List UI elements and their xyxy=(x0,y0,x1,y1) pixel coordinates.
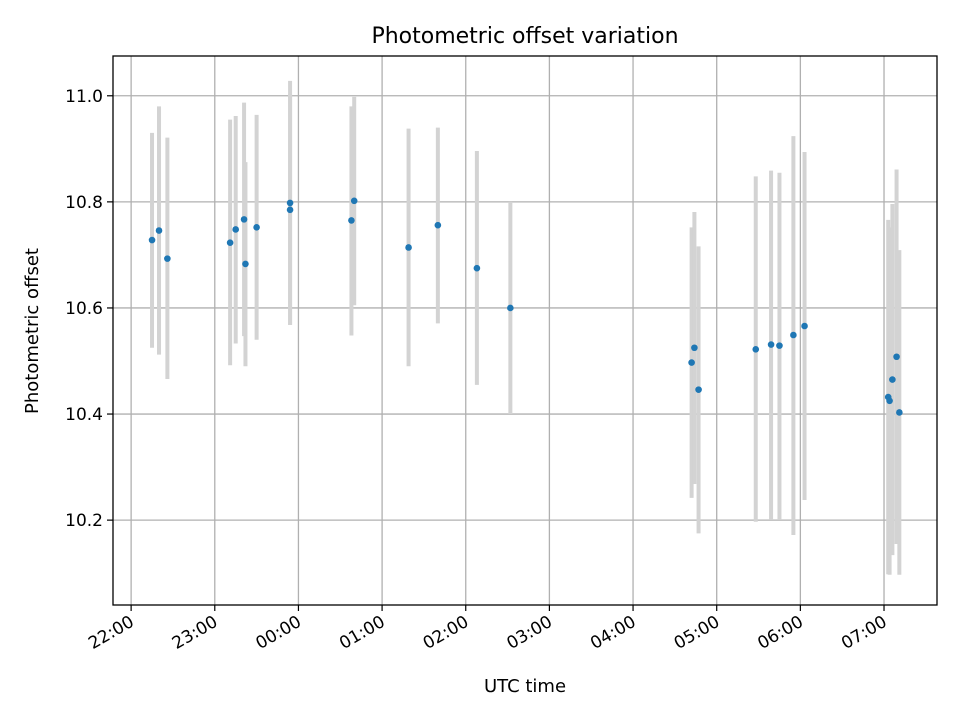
data-point xyxy=(240,216,248,223)
y-tick-label: 10.4 xyxy=(65,405,103,425)
data-point xyxy=(286,199,294,207)
x-tick-label: 03:00 xyxy=(503,612,555,654)
data-point xyxy=(164,255,171,262)
axis-ticks xyxy=(107,95,885,611)
y-axis-label: Photometric offset xyxy=(22,248,43,414)
data-point xyxy=(790,331,797,339)
x-tick-label: 02:00 xyxy=(420,612,472,654)
x-tick-label: 04:00 xyxy=(587,612,639,654)
data-point xyxy=(155,227,163,234)
error-bars xyxy=(150,80,902,575)
data-point xyxy=(232,226,239,233)
grid-lines xyxy=(113,56,937,605)
data-points xyxy=(148,197,903,416)
x-tick-label: 06:00 xyxy=(754,612,806,654)
data-point xyxy=(886,397,893,405)
chart-title: Photometric offset variation xyxy=(371,24,678,49)
data-point xyxy=(350,197,358,205)
data-point xyxy=(893,353,900,361)
x-axis-label: UTC time xyxy=(484,676,566,697)
x-tick-label: 05:00 xyxy=(671,612,723,654)
data-point xyxy=(242,260,249,268)
x-tick-label: 07:00 xyxy=(838,612,890,654)
y-tick-label: 11.0 xyxy=(65,87,103,107)
data-point xyxy=(507,304,514,312)
data-point xyxy=(348,217,355,224)
plot-frame xyxy=(112,55,938,606)
data-point xyxy=(226,239,234,247)
data-point xyxy=(889,376,896,383)
data-point xyxy=(776,342,783,349)
data-point xyxy=(434,221,442,229)
data-point xyxy=(752,346,760,353)
x-tick-label: 00:00 xyxy=(252,612,304,654)
x-tick-label: 23:00 xyxy=(169,612,221,654)
data-point xyxy=(148,236,156,244)
data-point xyxy=(286,206,294,214)
y-tick-label: 10.8 xyxy=(65,193,103,213)
data-point xyxy=(801,322,808,330)
y-tick-label: 10.6 xyxy=(65,299,103,319)
data-point xyxy=(688,359,695,366)
data-point xyxy=(473,264,481,272)
y-tick-label: 10.2 xyxy=(65,511,103,531)
data-point xyxy=(691,344,698,352)
x-tick-label: 01:00 xyxy=(336,612,388,654)
data-point xyxy=(767,341,775,348)
data-point xyxy=(253,224,260,231)
data-point xyxy=(896,409,903,416)
data-point xyxy=(695,386,702,393)
x-tick-label: 22:00 xyxy=(85,612,137,654)
data-point xyxy=(405,244,412,251)
